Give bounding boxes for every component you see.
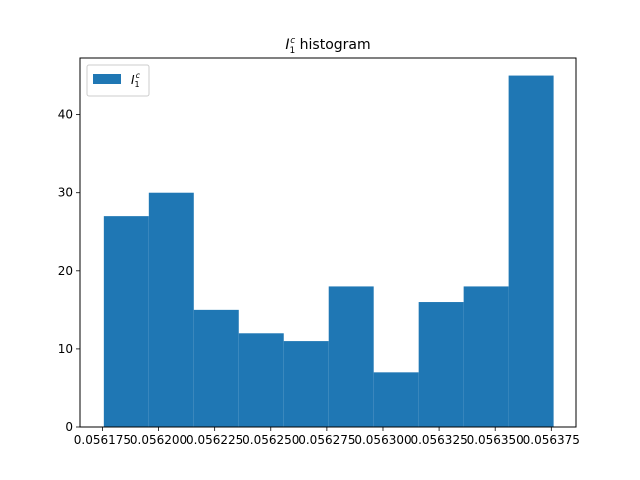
histogram-bar: [283, 341, 329, 427]
x-tick-label: 0.056275: [298, 433, 355, 447]
legend-swatch: [93, 74, 121, 84]
histogram-bar: [463, 286, 509, 427]
y-tick-label: 10: [58, 342, 73, 356]
histogram-bar: [103, 216, 149, 427]
x-tick-label: 0.056350: [467, 433, 524, 447]
x-tick-label: 0.056225: [186, 433, 243, 447]
x-tick-label: 0.056250: [242, 433, 299, 447]
legend: I1c: [86, 64, 150, 97]
x-tick-label: 0.056200: [130, 433, 187, 447]
histogram-bar: [508, 75, 554, 428]
legend-label: I1c: [131, 71, 141, 89]
y-tick-label: 0: [65, 420, 73, 434]
histogram-bar: [193, 309, 239, 427]
histogram-bar: [328, 286, 374, 427]
histogram-bar: [148, 192, 194, 427]
histogram-bar: [418, 302, 464, 427]
x-tick-label: 0.056175: [74, 433, 131, 447]
chart-title: I1c histogram: [285, 36, 370, 56]
x-axis-ticks: 0.0561750.0562000.0562250.0562500.056275…: [74, 427, 580, 447]
axes-frame: [79, 57, 577, 428]
y-tick-label: 20: [58, 264, 73, 278]
x-tick-label: 0.056325: [410, 433, 467, 447]
histogram-bar: [373, 372, 419, 427]
histogram-bar: [238, 333, 284, 427]
y-axis-ticks: 0 10 20 30 40: [58, 108, 80, 434]
y-tick-label: 30: [58, 186, 73, 200]
x-tick-label: 0.056300: [354, 433, 411, 447]
bars-group: [103, 75, 554, 428]
x-tick-label: 0.056375: [523, 433, 580, 447]
y-tick-label: 40: [58, 108, 73, 122]
